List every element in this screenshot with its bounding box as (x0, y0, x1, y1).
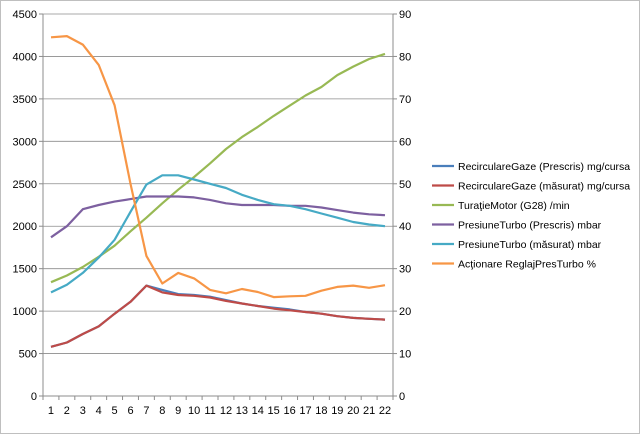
series-line-4 (50, 195, 386, 239)
y2-tick-label: 0 (399, 391, 405, 403)
y2-tick-label: 80 (399, 51, 411, 63)
y2-tick-label: 50 (399, 179, 411, 191)
x-tick-label: 9 (175, 405, 181, 417)
x-tick-label: 11 (204, 405, 215, 417)
x-tick-label: 14 (252, 405, 264, 417)
x-tick-label: 8 (159, 405, 165, 417)
y2-tick-label: 40 (399, 221, 411, 233)
y2-tick-label: 70 (399, 94, 411, 106)
y2-tick-label: 60 (399, 136, 411, 148)
x-tick-label: 3 (80, 405, 86, 417)
y2-tick-label: 20 (399, 306, 411, 318)
y-tick-label: 0 (31, 391, 37, 403)
series-lines (50, 34, 386, 348)
x-tick-label: 18 (315, 405, 327, 417)
y-tick-label: 4500 (13, 9, 37, 21)
x-tick-label: 6 (127, 405, 133, 417)
x-tick-label: 22 (379, 405, 391, 417)
y2-tick-label: 10 (399, 349, 411, 361)
series-line-2 (50, 284, 386, 348)
legend-label: RecirculareGaze (Prescris) mg/cursa (458, 161, 630, 173)
legend: RecirculareGaze (Prescris) mg/cursa Recir… (432, 161, 630, 271)
series-line-5 (50, 174, 386, 294)
x-tick-label: 12 (220, 405, 232, 417)
y-tick-label: 1000 (13, 306, 37, 318)
series-line-6 (50, 34, 386, 299)
y-axis-left-ticks: 0 500 1000 1500 2000 2500 3000 3500 4000 4500 (13, 9, 43, 403)
x-tick-label: 21 (363, 405, 375, 417)
x-tick-label: 7 (143, 405, 149, 417)
x-tick-label: 19 (331, 405, 343, 417)
y-axis-right-ticks: 0 10 20 30 40 50 60 70 80 90 (393, 9, 411, 403)
x-tick-label: 10 (188, 405, 200, 417)
x-tick-label: 2 (64, 405, 70, 417)
legend-label: TuraţieMotor (G28) /min (458, 200, 570, 212)
series-line-3 (50, 52, 386, 284)
x-tick-label: 17 (299, 405, 311, 417)
legend-label: PresiuneTurbo (măsurat) mbar (458, 239, 602, 251)
y-tick-label: 500 (19, 349, 37, 361)
x-axis-ticks: 1 2 3 4 5 6 7 8 9 10 11 12 13 14 15 16 17 18 19 20 21 22 (42, 396, 394, 417)
x-tick-label: 4 (96, 405, 102, 417)
x-tick-label: 15 (268, 405, 280, 417)
legend-label: Acţionare ReglajPresTurbo % (458, 259, 596, 271)
y-tick-label: 4000 (13, 51, 37, 63)
legend-label: PresiuneTurbo (Prescris) mbar (458, 220, 602, 232)
gridlines (43, 13, 393, 354)
x-tick-label: 1 (48, 405, 54, 417)
x-tick-label: 16 (283, 405, 295, 417)
y-tick-label: 1500 (13, 264, 37, 276)
x-tick-label: 13 (236, 405, 248, 417)
y-tick-label: 2000 (13, 221, 37, 233)
y-tick-label: 2500 (13, 179, 37, 191)
y-tick-label: 3000 (13, 136, 37, 148)
y2-tick-label: 90 (399, 9, 411, 21)
y-tick-label: 3500 (13, 94, 37, 106)
x-tick-label: 5 (112, 405, 118, 417)
x-tick-label: 20 (347, 405, 359, 417)
legend-label: RecirculareGaze (măsurat) mg/cursa (458, 181, 630, 193)
y2-tick-label: 30 (399, 264, 411, 276)
